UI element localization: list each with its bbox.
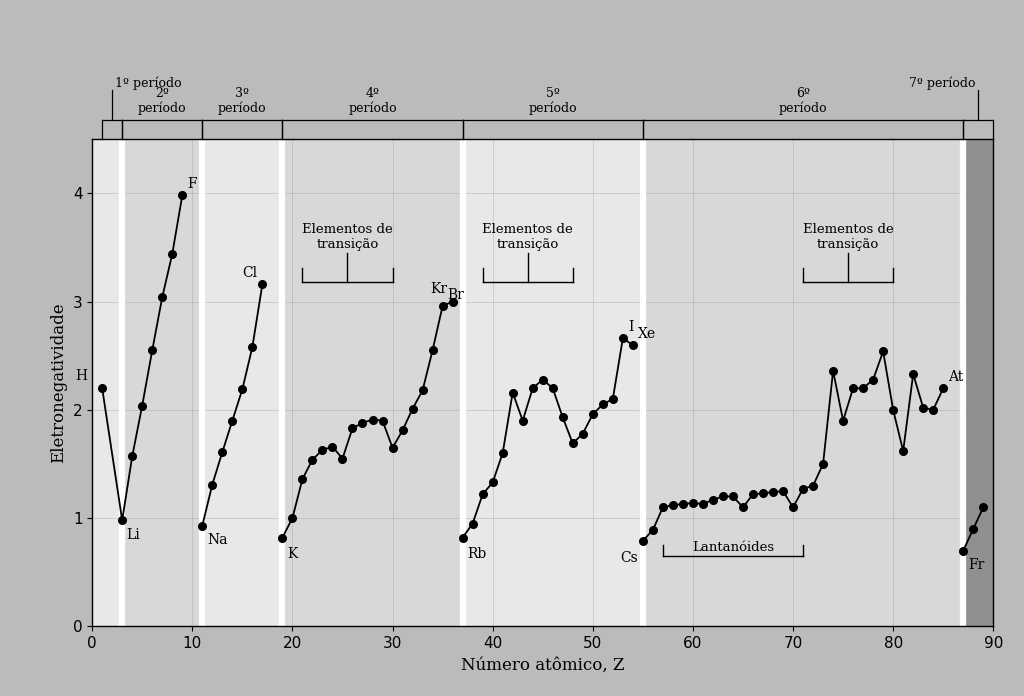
Bar: [203, 139, 283, 626]
Text: 7º período: 7º período: [908, 77, 975, 90]
Text: Rb: Rb: [468, 548, 486, 562]
Bar: [643, 139, 964, 626]
Bar: [283, 139, 463, 626]
Text: F: F: [187, 177, 197, 191]
Text: At: At: [948, 370, 964, 384]
Text: Lantanóides: Lantanóides: [692, 541, 774, 554]
Bar: [964, 139, 1014, 626]
Text: Elementos de
transição: Elementos de transição: [803, 223, 894, 251]
Text: Cl: Cl: [243, 266, 257, 280]
Bar: [463, 139, 643, 626]
Text: 5º
período: 5º período: [528, 87, 578, 116]
Text: Br: Br: [447, 287, 465, 301]
Text: 1º período: 1º período: [115, 77, 182, 90]
Text: 6º
período: 6º período: [778, 87, 827, 116]
Bar: [122, 139, 203, 626]
Text: Xe: Xe: [638, 326, 656, 340]
Text: Elementos de
transição: Elementos de transição: [482, 223, 573, 251]
X-axis label: Número atômico, Z: Número atômico, Z: [461, 657, 625, 674]
Text: Kr: Kr: [430, 282, 447, 296]
Y-axis label: Eletronegatividade: Eletronegatividade: [50, 303, 68, 463]
Text: H: H: [75, 369, 87, 383]
Text: Na: Na: [207, 533, 227, 547]
Text: 3º
período: 3º período: [218, 87, 266, 116]
Text: 4º
período: 4º período: [348, 87, 397, 116]
Text: I: I: [628, 320, 633, 334]
Bar: [92, 139, 122, 626]
Text: K: K: [288, 548, 298, 562]
Text: Elementos de
transição: Elementos de transição: [302, 223, 393, 251]
Text: Fr: Fr: [969, 558, 985, 572]
Text: Li: Li: [126, 528, 140, 542]
Text: Cs: Cs: [621, 551, 638, 564]
Text: 2º
período: 2º período: [138, 87, 186, 116]
